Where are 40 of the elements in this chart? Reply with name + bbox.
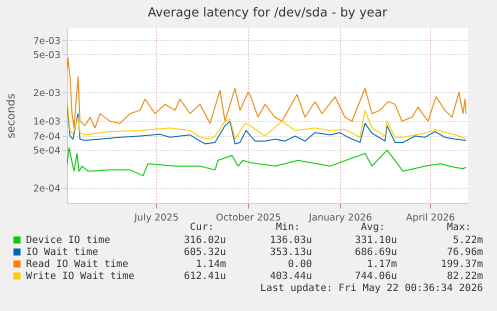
line-series xyxy=(67,147,466,176)
y-tick-label: 2e-04 xyxy=(33,184,60,195)
text: 1.17m xyxy=(366,259,397,270)
text: 353.13u xyxy=(270,247,312,258)
text: 76.96m xyxy=(446,247,483,258)
text: 403.44u xyxy=(270,271,312,282)
text: Cur: xyxy=(190,222,214,233)
y-tick-label: 7e-04 xyxy=(33,132,60,143)
text: 0.00 xyxy=(288,259,312,270)
legend-label: Device IO time xyxy=(26,235,110,246)
text: Max: xyxy=(446,222,471,233)
text: 136.03u xyxy=(270,235,312,246)
y-tick-label: 1e-03 xyxy=(33,116,60,128)
x-tick-label: July 2025 xyxy=(133,212,179,224)
legend-label: Write IO Wait time xyxy=(26,271,134,282)
x-tick-label: April 2026 xyxy=(406,212,455,224)
text: Avg: xyxy=(360,222,385,233)
text: 82.22m xyxy=(446,271,483,282)
text: Min: xyxy=(276,222,300,233)
y-tick-label: 5e-03 xyxy=(33,50,60,61)
text: 605.32u xyxy=(184,247,226,258)
text: 5.22m xyxy=(452,235,483,246)
text: 612.41u xyxy=(184,271,226,282)
x-tick-label: January 2026 xyxy=(308,212,372,224)
text: 744.06u xyxy=(354,271,397,282)
y-axis-title: seconds xyxy=(4,93,18,138)
x-tick-label: October 2025 xyxy=(216,212,282,224)
line-series xyxy=(67,57,466,128)
y-tick-label: 5e-04 xyxy=(33,146,60,157)
text: 686.69u xyxy=(354,247,397,258)
y-tick-label: 2e-03 xyxy=(33,88,60,99)
text: 1.14m xyxy=(196,259,226,270)
y-tick-label: 7e-03 xyxy=(33,36,60,47)
text: 316.02u xyxy=(184,235,226,246)
legend-label: IO Wait time xyxy=(26,247,98,258)
text: 199.37m xyxy=(440,259,483,270)
text: 331.10u xyxy=(354,235,397,246)
legend-label: Read IO Wait time xyxy=(26,259,128,270)
text: Last update: Fri May 22 00:36:34 2026 xyxy=(260,283,483,294)
chart-title: Average latency for /dev/sda - by year xyxy=(148,4,388,20)
